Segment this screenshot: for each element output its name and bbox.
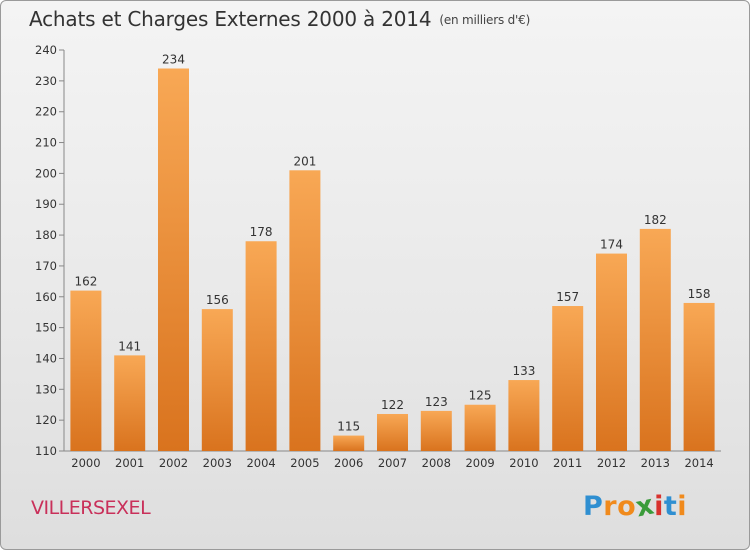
data-label: 174 [600,238,623,252]
logo-letter: o [617,491,637,522]
y-tick-label: 130 [35,382,57,396]
data-label: 157 [556,290,579,304]
x-tick-label: 2000 [71,456,100,470]
x-tick-label: 2008 [422,456,451,470]
bar [245,241,277,451]
bar [333,435,365,451]
y-tick-label: 140 [35,351,57,365]
x-tick-label: 2009 [465,456,494,470]
y-tick-label: 200 [35,166,57,180]
y-tick-label: 150 [35,321,57,335]
logo-letter: t [663,491,678,522]
x-tick-label: 2010 [509,456,538,470]
data-label: 115 [337,420,360,434]
data-label: 234 [162,53,185,67]
x-tick-label: 2013 [641,456,670,470]
y-tick-label: 210 [35,136,57,150]
data-label: 123 [425,395,448,409]
x-tick-label: 2004 [246,456,275,470]
y-tick-label: 230 [35,74,57,88]
bar [377,413,408,451]
x-tick-label: 2001 [115,456,144,470]
y-tick-label: 180 [35,228,57,242]
bar [114,355,146,451]
logo-letter: i [677,491,688,522]
data-label: 122 [381,398,404,412]
data-label: 182 [644,213,667,227]
y-tick-label: 190 [35,197,57,211]
logo-letter: P [583,491,604,522]
y-tick-label: 120 [35,413,57,427]
chart-subtitle: (en milliers d'€) [439,13,531,27]
x-tick-label: 2006 [334,456,363,470]
x-tick-label: 2002 [159,456,188,470]
data-label: 133 [512,364,535,378]
chart-title: Achats et Charges Externes 2000 à 2014 (e… [29,7,530,31]
data-label: 156 [206,293,229,307]
place-name: VILLERSEXEL [31,497,151,519]
bar [508,380,540,451]
bar [420,410,452,451]
x-tick-label: 2014 [684,456,713,470]
data-label: 201 [293,154,316,168]
data-label: 158 [688,287,711,301]
chart-title-text: Achats et Charges Externes 2000 à 2014 [29,7,432,31]
bar [596,253,627,451]
proxiti-logo: Proxiti [583,489,688,523]
y-tick-label: 240 [35,43,57,57]
x-tick-label: 2011 [553,456,582,470]
data-label: 162 [74,275,97,289]
logo-letter: i [654,491,664,522]
bar [683,302,715,451]
data-label: 141 [118,339,141,353]
y-tick-label: 160 [35,290,57,304]
bar [639,228,671,451]
x-tick-label: 2005 [290,456,319,470]
bar [158,68,189,451]
x-tick-label: 2003 [203,456,232,470]
y-tick-label: 220 [35,105,57,119]
y-tick-label: 110 [35,444,57,458]
x-tick-label: 2007 [378,456,407,470]
data-label: 125 [469,389,492,403]
bar [464,404,496,451]
logo-letter: r [603,491,618,522]
bar [289,170,321,452]
x-tick-label: 2012 [597,456,626,470]
data-label: 178 [250,225,273,239]
bar [70,290,102,451]
y-tick-label: 170 [35,259,57,273]
bar [552,306,584,451]
bar [201,309,233,451]
